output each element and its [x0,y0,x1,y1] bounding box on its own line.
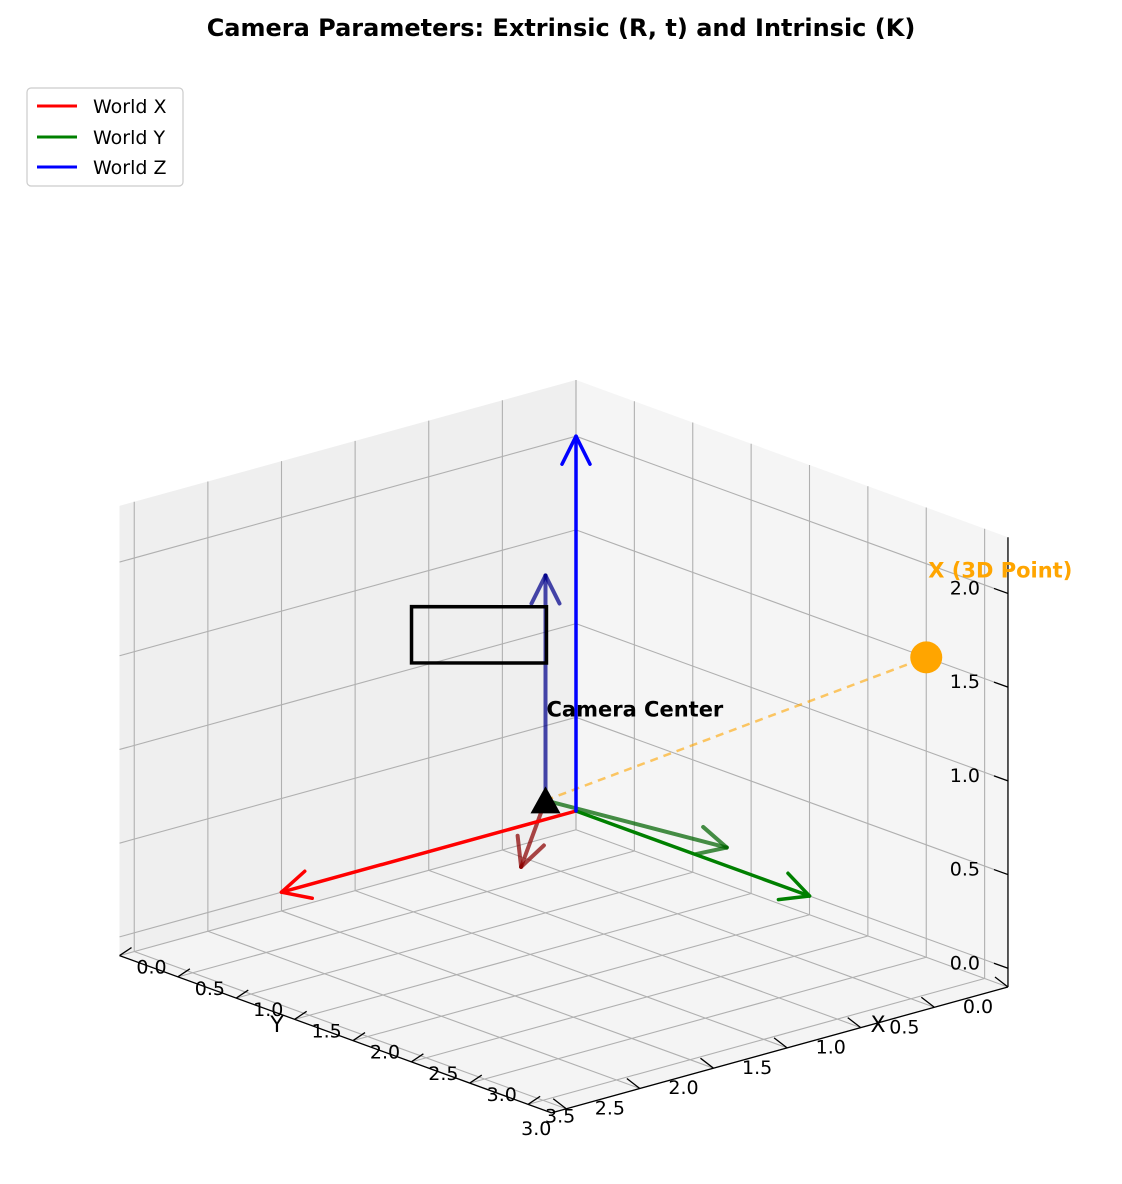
y-tick-label: 0.0 [963,996,993,1018]
grid-floor-x-line [236,871,693,999]
x-tick [235,989,249,999]
camera-axis-2-head [543,573,562,606]
y-tick [552,1098,567,1110]
grid-lines [119,379,1009,1110]
chart-title: Camera Parameters: Extrinsic (R, t) and … [207,14,916,42]
x-axis-label: X [870,1013,885,1038]
camera-axis-1-head [701,824,729,850]
y-tick-label: 2.0 [668,1077,698,1099]
grid-floor-x-line [352,914,810,1042]
z-tick-label: 1.5 [950,671,980,693]
tick-labels: 0.00.51.01.52.02.53.03.50.00.51.01.52.02… [136,577,993,1139]
axis-lines [119,537,1009,1114]
camera-axis-2-head [529,573,548,606]
z-tick-label: 0.0 [950,952,980,974]
grid-wall-z-line [119,716,577,844]
grid-wall-z-line [119,529,577,657]
x-tick-label: 1.5 [312,1020,342,1042]
grid-floor-y-line [575,829,1009,988]
y-axis-line [551,986,1009,1114]
legend-label-world-x: World X [93,96,167,118]
legend: World X World Y World Z [26,87,184,187]
y-tick [920,996,935,1008]
x-tick-label: 3.0 [487,1084,517,1106]
y-tick [700,1057,714,1069]
camera-center-marker [530,786,561,814]
grid-floor-y-line [134,951,567,1110]
x-tick [177,968,191,978]
y-tick [626,1077,641,1090]
x-tick [527,1095,541,1105]
z-tick-label: 0.5 [950,859,980,881]
x-tick [469,1074,483,1084]
grid-floor-x-line [294,892,752,1020]
world-axis-world-y-shaft [574,809,812,898]
grid-wall-z-line [119,623,577,750]
grid-floor-y-line [281,910,714,1069]
grid-wall-z-line [575,716,1009,876]
z-tick [993,681,1009,688]
camera-axis-1-head [694,845,729,857]
point-3d-marker [910,641,943,674]
z-tick [993,962,1009,969]
camera-axis-0-head [519,843,546,869]
world-axis-world-z-head [574,434,592,466]
camera-center-label: Camera Center [547,697,724,721]
z-tick [993,868,1009,876]
y-tick-label: 2.5 [595,1097,625,1119]
x-tick [119,947,132,957]
world-axis-world-x-head [279,890,314,901]
legend-label-world-y: World Y [93,127,165,149]
data-marks: Camera Center X (3D Point) [279,434,1072,902]
world-axis-world-z-head [560,434,578,466]
x-tick [294,1010,308,1020]
z-tick-label: 1.0 [950,765,980,787]
x-tick-label: 3.5 [545,1105,575,1127]
z-tick [993,775,1009,782]
x-tick-label: 0.0 [136,957,166,979]
y-tick [773,1037,788,1049]
y-tick-label: 1.5 [742,1057,772,1079]
y-tick-label: 1.0 [816,1037,846,1059]
world-axis-world-x-head [279,869,307,894]
image-plane [409,604,549,665]
grid-floor-y-line [502,849,935,1008]
x-tick-label: 2.0 [370,1042,400,1064]
z-tick [993,587,1009,595]
x-axis-line [119,954,552,1114]
grid-floor-y-line [354,890,788,1049]
grid-floor-y-line [428,869,861,1029]
x-tick [352,1032,366,1042]
tick-marks [119,587,1009,1110]
world-axis-world-y-head [776,894,812,902]
grid-wall-z-line [575,435,1009,594]
grid-wall-z-line [119,435,577,563]
grid-floor-x-line [528,977,985,1105]
y-tick-label: 0.5 [889,1016,919,1038]
floor-pane [119,829,1008,1113]
x-tick-label: 2.5 [428,1063,458,1085]
world-axis-world-y-head [786,871,812,898]
grid-floor-y-line [207,930,641,1090]
grid-floor-x-line [119,829,577,957]
grid-wall-z-line [575,623,1009,782]
x-tick-label: 1.0 [253,999,283,1021]
y-tick-label: 3.0 [521,1118,551,1140]
x-tick [411,1053,424,1063]
legend-label-world-z: World Z [93,157,167,179]
grid-floor-x-line [177,850,635,978]
z-tick-label: 2.0 [950,577,980,599]
grid-floor-x-line [469,956,927,1084]
x-tick-label: 0.5 [195,978,225,1000]
legend-frame [26,87,184,187]
y-tick [994,976,1009,988]
world-axis-world-x-shaft [279,809,578,894]
y-tick [847,1017,862,1029]
point-3d-label: X (3D Point) [928,558,1072,582]
grid-floor-x-line [411,935,869,1063]
y-axis-label: Y [269,1013,284,1038]
projection-ray [545,656,927,802]
camera-axis-0-head [515,833,524,869]
